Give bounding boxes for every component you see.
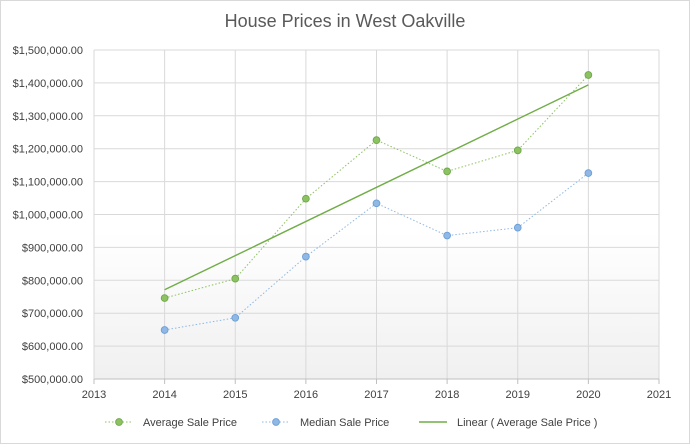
legend-label-1: Median Sale Price bbox=[300, 417, 389, 429]
data-point bbox=[302, 252, 310, 261]
x-tick-label: 2017 bbox=[364, 389, 388, 401]
data-point bbox=[231, 274, 240, 283]
data-point bbox=[513, 146, 522, 155]
x-tick-label: 2018 bbox=[435, 389, 459, 401]
x-tick-label: 2016 bbox=[294, 389, 318, 401]
data-point bbox=[372, 136, 381, 144]
y-tick-label: $600,000.00 bbox=[22, 341, 83, 353]
y-tick-label: $1,000,000.00 bbox=[13, 210, 83, 222]
x-tick-label: 2019 bbox=[506, 389, 530, 401]
data-point bbox=[513, 223, 522, 232]
data-point bbox=[443, 231, 451, 240]
data-point bbox=[443, 167, 451, 176]
data-point bbox=[584, 71, 593, 79]
y-tick-label: $700,000.00 bbox=[22, 308, 83, 320]
legend-marker-1 bbox=[272, 418, 280, 426]
x-tick-label: 2014 bbox=[152, 389, 176, 401]
data-point bbox=[160, 294, 169, 302]
x-tick-label: 2020 bbox=[576, 389, 600, 401]
y-tick-label: $1,500,000.00 bbox=[13, 45, 83, 57]
x-tick-label: 2013 bbox=[82, 389, 106, 401]
y-tick-label: $1,300,000.00 bbox=[13, 111, 83, 123]
data-point bbox=[372, 199, 381, 208]
y-tick-label: $1,100,000.00 bbox=[13, 177, 83, 189]
y-tick-label: $900,000.00 bbox=[22, 242, 83, 254]
legend-label-2: Linear ( Average Sale Price ) bbox=[457, 417, 597, 429]
x-tick-label: 2021 bbox=[647, 389, 671, 401]
data-point bbox=[160, 326, 169, 334]
chart-title: House Prices in West Oakville bbox=[224, 11, 466, 31]
series-line-2 bbox=[164, 84, 589, 291]
legend-marker-0 bbox=[115, 418, 123, 426]
x-tick-label: 2015 bbox=[223, 389, 247, 401]
data-point bbox=[584, 169, 593, 177]
y-tick-label: $1,200,000.00 bbox=[13, 144, 83, 156]
y-tick-label: $1,400,000.00 bbox=[13, 78, 83, 90]
legend-label-0: Average Sale Price bbox=[143, 417, 237, 429]
y-tick-label: $800,000.00 bbox=[22, 275, 83, 287]
y-tick-label: $500,000.00 bbox=[22, 374, 83, 386]
data-point bbox=[302, 194, 310, 203]
data-point bbox=[231, 313, 240, 322]
